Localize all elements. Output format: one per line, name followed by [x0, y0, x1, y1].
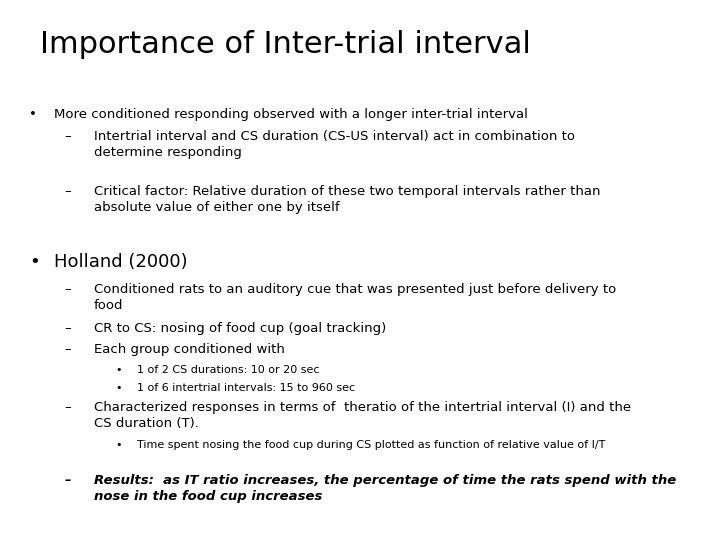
Text: •: •: [115, 365, 122, 375]
Text: Conditioned rats to an auditory cue that was presented just before delivery to
f: Conditioned rats to an auditory cue that…: [94, 283, 616, 312]
Text: Intertrial interval and CS duration (CS-US interval) act in combination to
deter: Intertrial interval and CS duration (CS-…: [94, 130, 575, 159]
Text: –: –: [65, 343, 71, 356]
Text: 1 of 6 intertrial intervals: 15 to 960 sec: 1 of 6 intertrial intervals: 15 to 960 s…: [137, 383, 355, 393]
Text: Results:  as IT ratio increases, the percentage of time the rats spend with the
: Results: as IT ratio increases, the perc…: [94, 474, 676, 503]
Text: •: •: [115, 383, 122, 393]
Text: Holland (2000): Holland (2000): [54, 253, 188, 271]
Text: •: •: [115, 440, 122, 450]
Text: Time spent nosing the food cup during CS plotted as function of relative value o: Time spent nosing the food cup during CS…: [137, 440, 606, 450]
Text: Characterized responses in terms of  theratio of the intertrial interval (I) and: Characterized responses in terms of ther…: [94, 401, 631, 430]
Text: Critical factor: Relative duration of these two temporal intervals rather than
a: Critical factor: Relative duration of th…: [94, 185, 600, 214]
Text: –: –: [65, 185, 71, 198]
Text: More conditioned responding observed with a longer inter-trial interval: More conditioned responding observed wit…: [54, 108, 528, 121]
Text: •: •: [29, 108, 37, 121]
Text: •: •: [29, 253, 40, 271]
Text: Each group conditioned with: Each group conditioned with: [94, 343, 284, 356]
Text: Importance of Inter-trial interval: Importance of Inter-trial interval: [40, 30, 531, 59]
Text: 1 of 2 CS durations: 10 or 20 sec: 1 of 2 CS durations: 10 or 20 sec: [137, 365, 319, 375]
Text: –: –: [65, 322, 71, 335]
Text: –: –: [65, 474, 71, 487]
Text: –: –: [65, 283, 71, 296]
Text: CR to CS: nosing of food cup (goal tracking): CR to CS: nosing of food cup (goal track…: [94, 322, 386, 335]
Text: –: –: [65, 401, 71, 414]
Text: –: –: [65, 130, 71, 143]
